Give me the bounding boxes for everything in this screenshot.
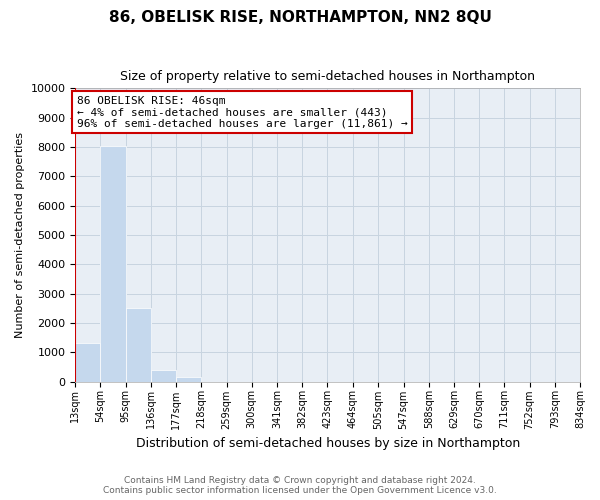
Text: Contains HM Land Registry data © Crown copyright and database right 2024.
Contai: Contains HM Land Registry data © Crown c… <box>103 476 497 495</box>
Bar <box>75 344 100 382</box>
X-axis label: Distribution of semi-detached houses by size in Northampton: Distribution of semi-detached houses by … <box>136 437 520 450</box>
Y-axis label: Number of semi-detached properties: Number of semi-detached properties <box>15 132 25 338</box>
Bar <box>125 308 151 382</box>
Title: Size of property relative to semi-detached houses in Northampton: Size of property relative to semi-detach… <box>120 70 535 83</box>
Text: 86, OBELISK RISE, NORTHAMPTON, NN2 8QU: 86, OBELISK RISE, NORTHAMPTON, NN2 8QU <box>109 10 491 25</box>
Text: 86 OBELISK RISE: 46sqm
← 4% of semi-detached houses are smaller (443)
96% of sem: 86 OBELISK RISE: 46sqm ← 4% of semi-deta… <box>77 96 407 129</box>
Bar <box>151 370 176 382</box>
Bar <box>176 377 202 382</box>
Bar <box>100 146 125 382</box>
